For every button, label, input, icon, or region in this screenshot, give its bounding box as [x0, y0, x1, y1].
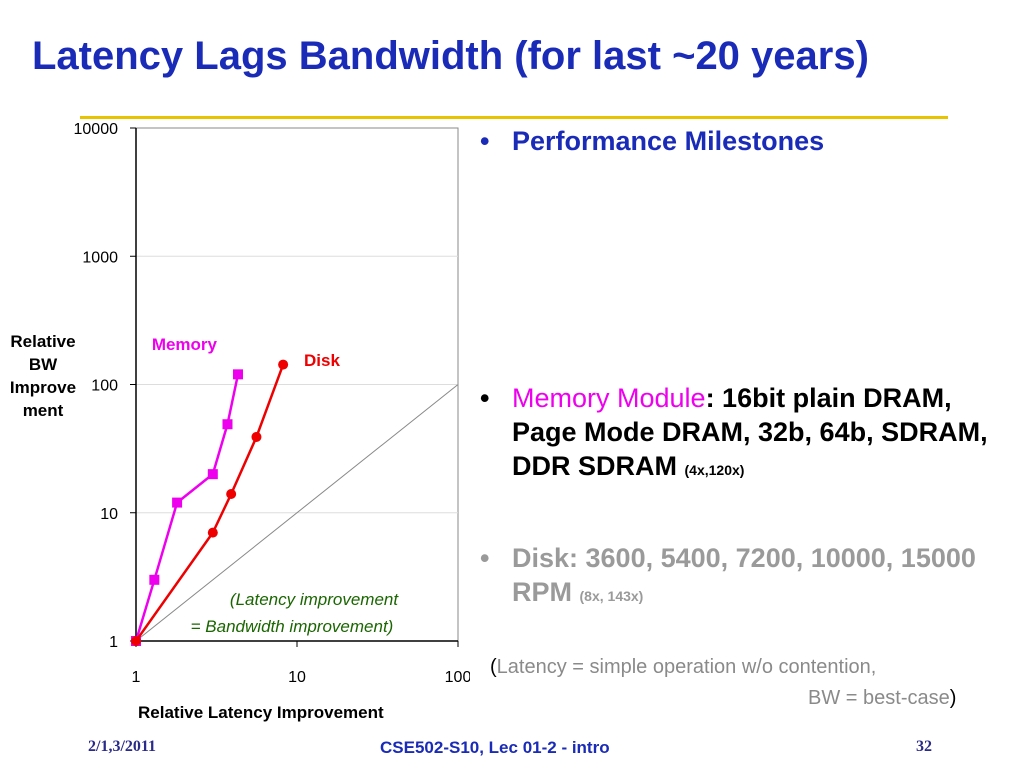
bullet-text: Performance Milestones — [512, 126, 825, 156]
latency-bandwidth-chart: 1 10 100 1000 10000 1 10 100 (Latency improvemen… — [74, 121, 471, 686]
slide-title: Latency Lags Bandwidth (for last ~20 yea… — [32, 34, 869, 78]
y-axis-label-line: Improve — [9, 378, 77, 397]
y-axis-label-line: Relative — [10, 332, 76, 351]
title-rule — [80, 116, 948, 119]
data-point-disk — [226, 489, 237, 500]
x-axis-label: Relative Latency Improvement — [138, 703, 384, 722]
data-point-memory — [172, 497, 183, 508]
disk-note: (8x, 143x) — [579, 588, 644, 604]
reference-line-label: (Latency improvement — [230, 590, 399, 609]
reference-line — [135, 384, 459, 642]
note-line-1: Latency = simple operation w/o contentio… — [496, 656, 877, 678]
note-close-paren: ) — [949, 687, 957, 709]
series-line-memory — [134, 374, 240, 642]
y-tick-label: 100 — [91, 378, 118, 395]
y-axis-label-line: BW — [28, 355, 58, 374]
x-tick-label: 100 — [445, 669, 470, 686]
x-tick-label: 10 — [288, 669, 306, 686]
footer-date: 2/1,3/2011 — [88, 738, 157, 755]
data-point-memory — [149, 574, 160, 585]
data-point-disk — [251, 431, 262, 442]
y-tick-label: 10 — [100, 506, 118, 523]
data-point-memory — [232, 369, 243, 380]
y-tick-label: 10000 — [74, 121, 119, 138]
bullet-text: Disk: 3600, 5400, 7200, 10000, 15000 RPM… — [512, 541, 1017, 613]
memory-module-note: (4x,120x) — [684, 462, 745, 478]
footer-page-number: 32 — [916, 738, 932, 755]
data-point-disk — [207, 527, 218, 538]
data-point-memory — [222, 419, 233, 430]
bullet-text: Memory Module: 16bit plain DRAM, Page Mo… — [512, 381, 1017, 487]
x-tick-label: 1 — [132, 669, 141, 686]
data-point-disk — [278, 359, 289, 370]
memory-module-text-2: DDR SDRAM — [512, 451, 677, 481]
y-axis-label: Relative BW Improve ment — [0, 330, 86, 422]
note-open-paren: ( — [490, 656, 497, 678]
memory-module-label: Memory Module — [512, 383, 706, 413]
definition-note: (Latency = simple operation w/o contenti… — [490, 656, 876, 679]
bullet-dot-icon: • — [480, 543, 490, 573]
memory-module-text: : 16bit plain DRAM, Page Mode DRAM, 32b,… — [512, 383, 988, 447]
reference-line-label: = Bandwidth improvement) — [191, 617, 394, 636]
note-line-2: BW = best-case — [808, 687, 950, 709]
series-label-disk: Disk — [304, 351, 340, 370]
bullet-dot-icon: • — [480, 126, 490, 156]
bullet-dot-icon: • — [480, 383, 490, 413]
y-tick-label: 1000 — [82, 249, 118, 266]
disk-text: Disk: 3600, 5400, 7200, 10000, 15000 RPM — [512, 543, 976, 607]
data-point-disk — [131, 636, 141, 646]
series-label-memory: Memory — [152, 335, 218, 354]
footer-course: CSE502-S10, Lec 01-2 - intro — [380, 738, 610, 757]
y-tick-label: 1 — [109, 634, 118, 651]
definition-note-line-2: BW = best-case) — [808, 687, 956, 710]
data-point-memory — [207, 469, 218, 480]
y-axis-label-line: ment — [22, 401, 64, 420]
